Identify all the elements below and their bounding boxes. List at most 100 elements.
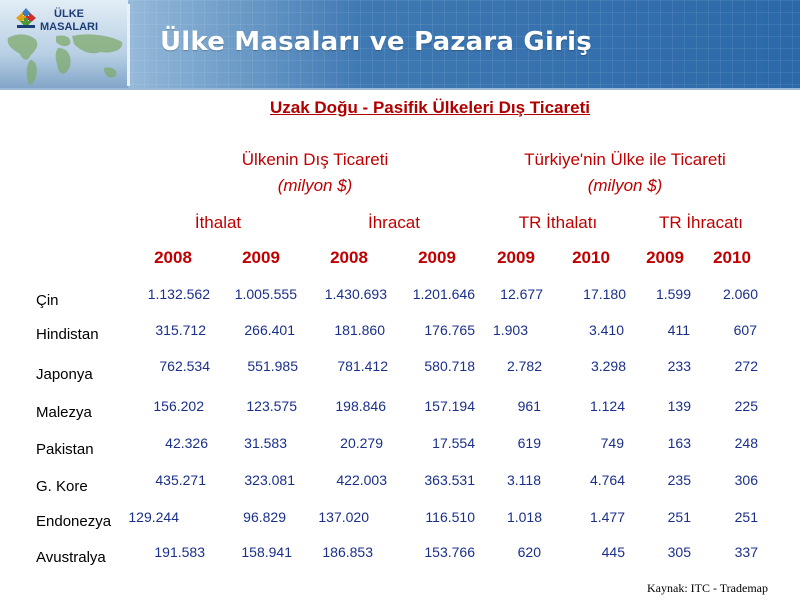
table-cell: 198.846 [335,398,386,414]
table-cell: 233 [667,358,691,374]
table-cell: 156.202 [153,398,204,414]
table-cell: 1.903 [492,322,528,338]
logo-wordmark: ÜLKE MASALARI [40,8,98,34]
banner-grid-pattern [0,0,800,90]
banner-title: Ülke Masaları ve Pazara Giriş [160,27,592,57]
table-cell: 42.326 [165,435,208,451]
year-header: 2010 [713,248,751,267]
table-cell: 1.124 [589,398,625,414]
table-cell: 337 [734,544,758,560]
year-header: 2008 [330,248,368,267]
table-cell: 96.829 [243,509,286,525]
table-cell: 435.271 [155,472,206,488]
year-header: 2009 [646,248,684,267]
logo-line-2: MASALARI [40,21,99,33]
table-cell: 607 [733,322,757,338]
logo-line-1: ÜLKE [54,8,84,20]
table-cell: 1.430.693 [324,286,387,302]
table-cell: 266.401 [244,322,295,338]
world-map-icon [7,34,123,85]
table-cell: 123.575 [246,398,297,414]
table-cell: 363.531 [424,472,475,488]
group-title-left: Ülkenin Dış Ticareti [241,150,389,169]
subheader-tr-ithalati: TR İthalatı [518,213,598,232]
slide-title: Uzak Doğu - Pasifik Ülkeleri Dış Ticaret… [270,98,590,117]
table-cell: 163 [667,435,691,451]
banner-bottom-border [0,88,800,90]
subheader-ihracat: İhracat [368,213,420,232]
group-header-right: Türkiye'nin Ülke ile Ticareti (milyon $) [480,150,770,196]
logo-icon [16,8,36,28]
country-label: Hindistan [36,326,99,343]
table-cell: 781.412 [337,358,388,374]
year-header: 2010 [572,248,610,267]
table-cell: 191.583 [154,544,205,560]
table-cell: 186.853 [322,544,373,560]
table-cell: 17.180 [583,286,626,302]
table-cell: 1.005.555 [234,286,297,302]
table-cell: 551.985 [247,358,298,374]
year-header: 2009 [418,248,456,267]
table-cell: 20.279 [340,435,383,451]
table-cell: 235 [667,472,691,488]
table-cell: 251 [734,509,758,525]
country-label: G. Kore [36,478,88,495]
table-cell: 116.510 [425,509,475,525]
country-label: Japonya [36,366,93,383]
table-cell: 315.712 [155,322,206,338]
table-cell: 158.941 [241,544,292,560]
table-cell: 762.534 [159,358,210,374]
table-cell: 17.554 [432,435,475,451]
group-title-right: Türkiye'nin Ülke ile Ticareti [524,150,726,169]
subheader-ithalat: İthalat [194,213,242,232]
year-header: 2009 [497,248,535,267]
country-label: Avustralya [36,549,106,566]
country-label: Çin [36,292,59,309]
table-cell: 137.020 [318,509,369,525]
table-cell: 620 [517,544,541,560]
table-cell: 176.765 [424,322,475,338]
country-label: Endonezya [36,513,112,530]
table-cell: 1.477 [589,509,625,525]
table-cell: 411 [667,322,690,338]
table-cell: 4.764 [589,472,625,488]
table-cell: 3.118 [507,472,541,488]
source-note: Kaynak: ITC - Trademap [647,581,768,595]
table-cell: 251 [667,509,691,525]
table-cell: 3.298 [590,358,626,374]
table-cell: 272 [734,358,758,374]
table-cell: 580.718 [424,358,475,374]
table-cell: 961 [517,398,541,414]
table-cell: 225 [734,398,758,414]
table-cell: 3.410 [588,322,624,338]
table-cell: 2.060 [722,286,758,302]
table-cell: 305 [667,544,691,560]
country-label: Pakistan [36,441,94,458]
group-unit-left: (milyon $) [277,176,353,195]
table-cell: 2.782 [506,358,542,374]
table-cell: 181.860 [334,322,385,338]
country-label: Malezya [36,404,92,421]
table-cell: 248 [734,435,758,451]
table-cell: 157.194 [424,398,475,414]
group-header-left: Ülkenin Dış Ticareti (milyon $) [185,150,445,196]
table-cell: 139 [667,398,691,414]
table-cell: 445 [601,544,625,560]
table-cell: 12.677 [500,286,543,302]
table-cell: 306 [734,472,758,488]
table-cell: 323.081 [244,472,295,488]
table-cell: 749 [600,435,624,451]
table-cell: 1.018 [506,509,542,525]
table-cell: 1.132.562 [147,286,210,302]
group-unit-right: (milyon $) [587,176,663,195]
year-header: 2008 [154,248,192,267]
banner-divider [127,4,130,86]
logo-panel: ÜLKE MASALARI [0,0,128,90]
table-cell: 1.599 [655,286,691,302]
table-cell: 153.766 [424,544,475,560]
header-banner: ÜLKE MASALARI Ülke Masaları ve Pazara Gi… [0,0,800,90]
table-cell: 1.201.646 [412,286,475,302]
table-cell: 619 [517,435,541,451]
table-cell: 422.003 [336,472,387,488]
subheader-tr-ihracati: TR İhracatı [658,213,744,232]
